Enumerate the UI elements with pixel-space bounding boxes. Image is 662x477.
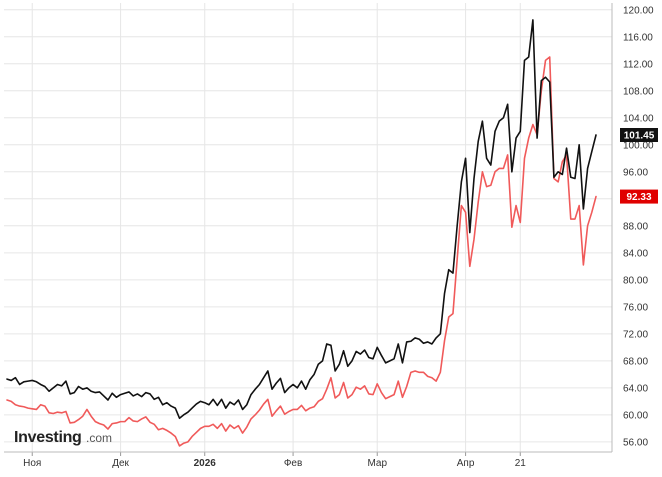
series-b-line [6,56,597,447]
y-tick-label: 88.00 [623,221,648,232]
x-axis-ticks: Ноя Дек 2026 Фев Мар Апр 21 [23,458,526,469]
last-value-label-b: 92.33 [626,192,651,203]
series-lines [6,19,597,447]
y-tick-label: 60.00 [623,410,648,421]
y-tick-label: 116.00 [623,32,653,43]
y-tick-label: 120.00 [623,5,654,16]
investing-logo: Investing .com [14,429,112,446]
last-value-badges: 101.45 92.33 [620,127,658,204]
y-tick-label: 72.00 [623,329,648,340]
gridlines [4,3,612,452]
y-tick-label: 96.00 [623,167,648,178]
y-tick-label: 64.00 [623,383,648,394]
last-value-badge-b [620,189,658,204]
y-tick-label: 112.00 [623,59,653,70]
y-tick-label: 100.00 [623,140,654,151]
y-tick-label: 56.00 [623,437,648,448]
y-tick-label: 84.00 [623,248,648,259]
x-tick-label: Апр [457,458,475,469]
last-value-label-a: 101.45 [624,130,655,141]
x-tick-label: Мар [367,458,387,469]
axes [4,3,613,456]
x-tick-label: Фев [284,458,302,469]
y-tick-label: 80.00 [623,275,648,286]
last-value-badge-a [620,127,658,142]
x-tick-label: Дек [112,458,129,469]
x-tick-label: 2026 [194,458,217,469]
y-axis-ticks: 56.00 60.00 64.00 68.00 72.00 76.00 80.00 84.00… [623,5,654,448]
series-a-line [6,19,597,420]
x-tick-label: Ноя [23,458,41,469]
logo-main-text: Investing [14,429,82,446]
logo-sub-text: .com [86,431,112,445]
x-tick-label: 21 [515,458,527,469]
y-tick-label: 68.00 [623,356,648,367]
y-tick-label: 104.00 [623,113,654,124]
y-tick-label: 76.00 [623,302,648,313]
y-tick-label: 108.00 [623,86,654,97]
